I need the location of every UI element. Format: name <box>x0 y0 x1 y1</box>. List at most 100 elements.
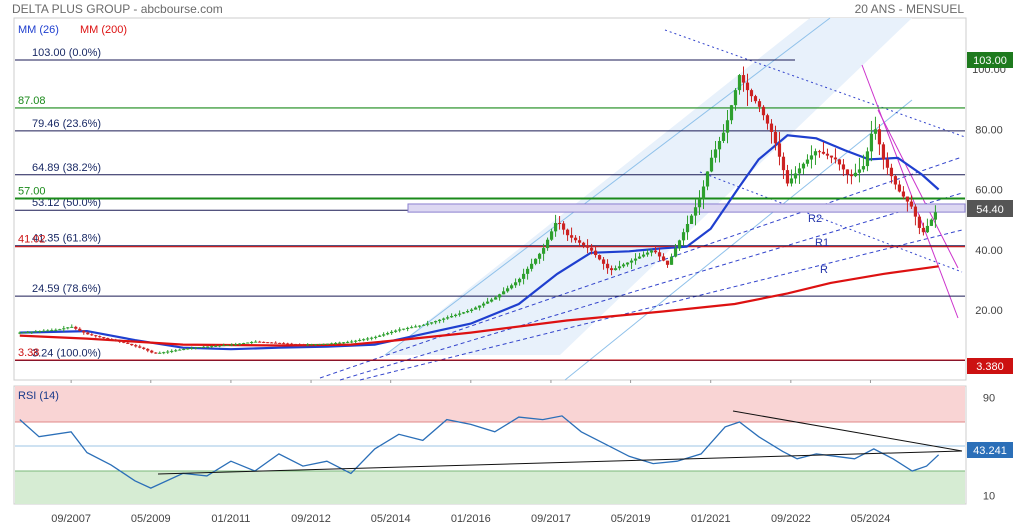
candle-body <box>238 343 242 345</box>
badge-last-price: 54.40 <box>967 200 1013 217</box>
rsi-support-trendline <box>157 450 963 475</box>
candle-body <box>909 201 914 207</box>
candle-body <box>474 307 478 310</box>
candle-body <box>685 223 690 233</box>
candle-body <box>242 343 246 345</box>
x-tick-label: 09/2022 <box>771 513 811 525</box>
candle-body <box>326 343 330 345</box>
candle-body <box>186 348 190 350</box>
candle-body <box>493 297 498 300</box>
candle-body <box>837 159 842 165</box>
candle-body <box>246 342 250 344</box>
fib-level-label: 64.89 (38.2%) <box>32 162 101 174</box>
candle-body <box>270 342 274 344</box>
candle-body <box>793 173 798 179</box>
candle-body <box>74 326 78 329</box>
fib-level-label: 3.24 (100.0%) <box>32 347 101 359</box>
candle-body <box>86 332 90 335</box>
x-tick-label: 09/2012 <box>291 513 331 525</box>
candle-body <box>434 321 438 323</box>
candle-body <box>286 343 290 345</box>
candle-body <box>138 346 142 348</box>
candle-body <box>470 309 474 312</box>
candle-body <box>925 225 930 233</box>
candle-body <box>677 240 682 249</box>
y-tick-label: 60.00 <box>975 185 1003 197</box>
horizontal-level-label: 3.38 <box>18 347 39 359</box>
candle-body <box>609 268 614 271</box>
candle-body <box>106 338 110 340</box>
candle-body <box>66 327 70 329</box>
candle-body <box>70 326 74 328</box>
ma26-line <box>19 134 940 351</box>
candle-body <box>294 343 298 345</box>
candle-body <box>569 235 574 238</box>
candle-body <box>350 341 354 343</box>
x-tick-label: 05/2014 <box>371 513 411 525</box>
candle-body <box>921 227 926 233</box>
candle-body <box>482 303 486 306</box>
candle-body <box>561 223 566 230</box>
horizontal-level-label: 41.02 <box>18 234 46 246</box>
candle-body <box>829 155 834 158</box>
candle-body <box>398 329 402 331</box>
candle-body <box>386 333 390 335</box>
candle-body <box>362 339 366 341</box>
candle-body <box>673 248 678 257</box>
rsi-oversold-zone <box>15 471 965 504</box>
candle-body <box>402 328 406 330</box>
rsi-tick-label: 10 <box>983 491 995 503</box>
candle-body <box>929 219 934 226</box>
candle-body <box>801 163 806 169</box>
rsi-overbought-zone <box>15 386 965 422</box>
candle-body <box>889 167 894 177</box>
candle-body <box>881 144 886 160</box>
badge-rsi: 43.241 <box>967 442 1013 458</box>
candle-body <box>665 260 670 265</box>
candle-body <box>438 319 442 322</box>
candle-body <box>22 332 26 334</box>
range-box <box>407 203 966 213</box>
trend-label-r: R <box>820 264 828 276</box>
trend-label-r1: R1 <box>815 237 829 249</box>
candle-body <box>821 151 826 154</box>
candle-body <box>478 305 482 308</box>
candle-body <box>414 326 418 328</box>
candle-body <box>46 330 50 332</box>
x-tick-label: 01/2011 <box>211 513 250 525</box>
rsi-resistance-trendline <box>732 410 963 452</box>
candle-body <box>122 341 126 343</box>
candle-body <box>761 106 766 116</box>
candle-body <box>154 352 158 354</box>
candle-body <box>853 172 858 177</box>
candle-body <box>314 344 318 346</box>
candle-body <box>553 222 558 232</box>
candle-body <box>218 345 222 347</box>
candle-body <box>230 344 234 346</box>
candle-body <box>513 282 518 286</box>
candle-body <box>182 349 186 351</box>
candle-body <box>649 250 654 253</box>
candle-body <box>869 133 874 152</box>
trendline-r <box>359 229 963 381</box>
candle-body <box>629 260 634 263</box>
candle-body <box>26 331 30 333</box>
candle-body <box>466 311 470 313</box>
candle-body <box>705 171 710 187</box>
candle-body <box>541 248 546 254</box>
descending-channel-inner <box>877 109 959 269</box>
candle-body <box>422 324 426 326</box>
candle-body <box>78 328 82 331</box>
candle-body <box>885 159 890 168</box>
candle-body <box>765 115 770 124</box>
candle-body <box>605 263 610 269</box>
candle-body <box>757 101 762 107</box>
candle-body <box>358 339 362 341</box>
trend-label-r2: R2 <box>808 213 822 225</box>
candle-body <box>306 344 310 346</box>
candle-body <box>210 346 214 348</box>
candle-body <box>190 347 194 349</box>
rsi-label: RSI (14) <box>18 390 59 402</box>
candle-body <box>130 343 134 346</box>
candle-body <box>789 178 794 184</box>
